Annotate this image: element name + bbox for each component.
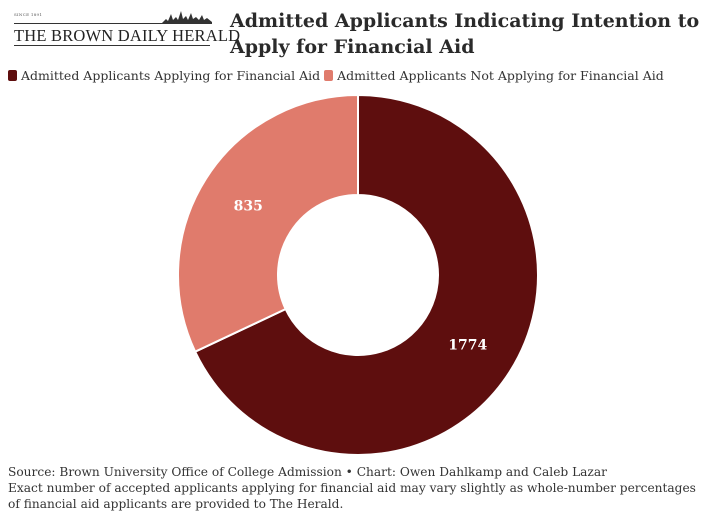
brand-rule-top <box>14 23 210 24</box>
brand-rule-bottom <box>14 45 210 46</box>
legend-swatch-applying <box>8 70 17 81</box>
legend-swatch-not-applying <box>324 70 334 81</box>
brand-since: SINCE 1891 <box>14 12 43 17</box>
slice-value-label-not-applying: 835 <box>234 198 263 214</box>
legend-item-not-applying: Admitted Applicants Not Applying for Fin… <box>324 68 664 83</box>
chart-legend: Admitted Applicants Applying for Financi… <box>8 68 668 83</box>
brand-name: THE BROWN DAILY HERALD <box>14 26 241 45</box>
donut-slice-applying <box>193 93 539 456</box>
source-credit: Source: Brown University Office of Colle… <box>8 465 607 479</box>
legend-label-applying: Admitted Applicants Applying for Financi… <box>21 68 321 83</box>
slice-value-label-applying: 1774 <box>448 338 487 354</box>
chart-title: Admitted Applicants Indicating Intention… <box>230 10 700 58</box>
donut-slice-not-applying <box>177 93 359 354</box>
brand-logo: SINCE 1891 THE BROWN DAILY HERALD <box>12 8 240 46</box>
legend-label-not-applying: Admitted Applicants Not Applying for Fin… <box>337 68 664 83</box>
skyline-icon <box>162 11 212 24</box>
chart-footer: Source: Brown University Office of Colle… <box>8 464 708 512</box>
footnote: Exact number of accepted applicants appl… <box>8 481 696 511</box>
legend-item-applying: Admitted Applicants Applying for Financi… <box>8 68 320 83</box>
